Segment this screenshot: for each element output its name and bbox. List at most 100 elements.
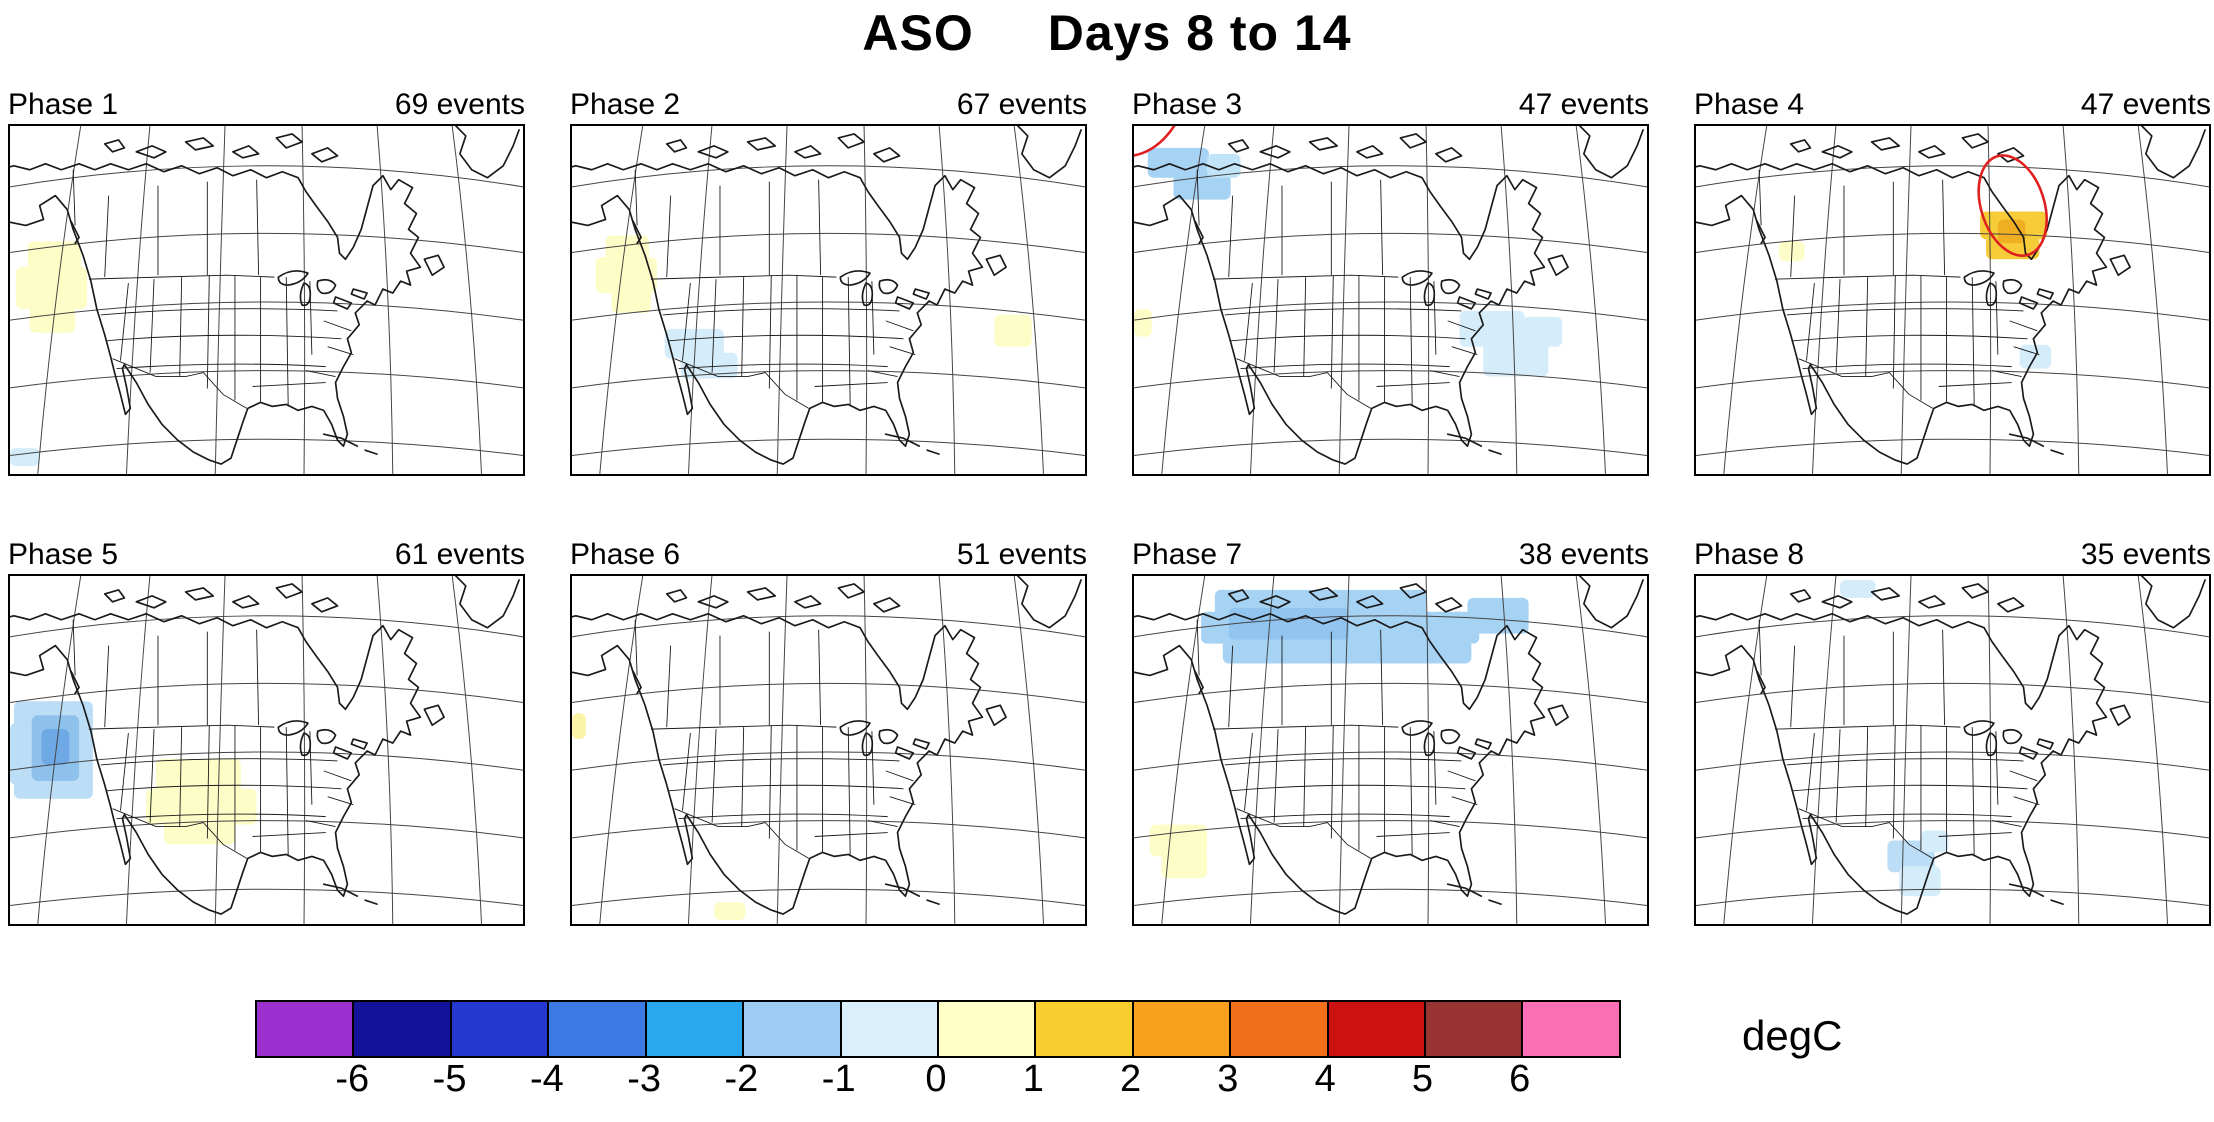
title-season: ASO [862,5,974,61]
annotation-layer [1977,154,2048,257]
panel-phase-5: Phase 5 61 events [8,538,525,926]
colorbar-tick-label: 5 [1411,1058,1433,1100]
colorbar-unit-label: degC [1742,1012,1843,1059]
events-count: 69 events [394,88,525,121]
anomaly-patch [41,729,70,765]
figure-title: ASO Days 8 to 14 [0,4,2214,62]
panel-header: Phase 4 47 events [1694,88,2211,122]
red-contour-annotation [1134,126,1176,157]
colorbar-cell [1231,1002,1329,1056]
anomaly-patch [1161,850,1208,879]
anomaly-patch [1459,310,1525,347]
anomaly-patch [156,758,241,797]
colorbar-tick-label: 3 [1217,1058,1239,1100]
panel-header: Phase 1 69 events [8,88,525,122]
panel-header: Phase 3 47 events [1132,88,1649,122]
phase-label: Phase 4 [1694,88,1805,121]
colorbar-tick-label: -6 [335,1058,370,1100]
anomaly-patch [1149,824,1208,857]
events-count: 38 events [1518,538,1649,571]
anomaly-patch [1147,147,1209,178]
panel-header: Phase 8 35 events [1694,538,2211,572]
colorbar-tick-label: 6 [1509,1058,1531,1100]
colorbar-cell [1036,1002,1134,1056]
phase-label: Phase 5 [8,538,119,571]
anomaly-patch [1840,579,1876,598]
anomaly-patch [1222,639,1472,664]
anomaly-patch [1920,830,1949,853]
phase-label: Phase 8 [1694,538,1805,571]
anomaly-patch [1522,316,1563,347]
anomaly-patch [1899,866,1941,897]
map-frame-phase-5 [8,574,525,926]
anomaly-patch-layer [1149,589,1529,879]
colorbar-tick-label: 1 [1022,1058,1044,1100]
map-frame-phase-4 [1694,124,2211,476]
panel-header: Phase 7 38 events [1132,538,1649,572]
anomaly-patch [15,267,87,309]
panel-phase-6: Phase 6 51 events [570,538,1087,926]
events-count: 61 events [394,538,525,571]
anomaly-patch [664,328,724,359]
colorbar-cell [354,1002,452,1056]
anomaly-patch [163,820,235,845]
map-frame-phase-6 [570,574,1087,926]
anomaly-patch-layer [595,235,1032,379]
panel-phase-7: Phase 7 38 events [1132,538,1649,926]
events-count: 67 events [956,88,1087,121]
panel-row-2: Phase 5 61 events Phase 6 51 events [8,538,2211,926]
colorbar-tick-label: 4 [1314,1058,1336,1100]
anomaly-patch [714,902,746,921]
colorbar [255,1000,1621,1058]
panel-row-1: Phase 1 69 events Phase 2 67 events [8,88,2211,476]
colorbar-cell [744,1002,842,1056]
phase-label: Phase 3 [1132,88,1243,121]
events-count: 47 events [1518,88,1649,121]
colorbar-cell [1523,1002,1619,1056]
anomaly-patch [994,314,1032,347]
events-count: 47 events [2080,88,2211,121]
panel-phase-4: Phase 4 47 events [1694,88,2211,476]
colorbar-tick-label: -3 [627,1058,662,1100]
red-ellipse-annotation [1977,154,2048,257]
colorbar-tick-label: -4 [529,1058,564,1100]
anomaly-patch [27,241,82,272]
events-count: 51 events [956,538,1087,571]
anomaly-patch-layer [10,241,87,467]
colorbar-cell [646,1002,745,1056]
colorbar-tick-label: -1 [821,1058,856,1100]
anomaly-patch [29,304,76,333]
map-frame-phase-2 [570,124,1087,476]
colorbar-cell [1133,1002,1232,1056]
anomaly-patch [1997,219,2026,244]
colorbar-cell [451,1002,550,1056]
colorbar-tick-labels: -6 -5 -4 -3 -2 -1 0 1 2 3 4 5 6 [255,1058,1617,1102]
anomaly-patch [595,257,657,294]
map-frame-phase-1 [8,124,525,476]
panel-phase-2: Phase 2 67 events [570,88,1087,476]
map-frame-phase-3 [1132,124,1649,476]
anomaly-patch [1467,597,1529,634]
events-count: 35 events [2080,538,2211,571]
map-frame-phase-7 [1132,574,1649,926]
anomaly-patch [1134,308,1152,337]
colorbar-tick-label: 2 [1119,1058,1142,1100]
colorbar-cell [257,1002,355,1056]
anomaly-patch-layer [1134,147,1563,377]
anomaly-patch [1207,153,1241,178]
anomaly-patch-layer [572,713,746,921]
anomaly-patch [611,289,651,313]
panel-phase-8: Phase 8 35 events [1694,538,2211,926]
anomaly-patch [10,448,40,467]
colorbar-cell [938,1002,1037,1056]
panel-header: Phase 6 51 events [570,538,1087,572]
phase-label: Phase 7 [1132,538,1243,571]
anomaly-patch-layer [1840,579,1949,897]
colorbar-tick-label: -2 [724,1058,759,1100]
anomaly-patch-layer [10,701,257,845]
colorbar-cell [1328,1002,1427,1056]
panel-phase-3: Phase 3 47 events [1132,88,1649,476]
phase-label: Phase 2 [570,88,681,121]
anomaly-patch [1228,607,1350,640]
